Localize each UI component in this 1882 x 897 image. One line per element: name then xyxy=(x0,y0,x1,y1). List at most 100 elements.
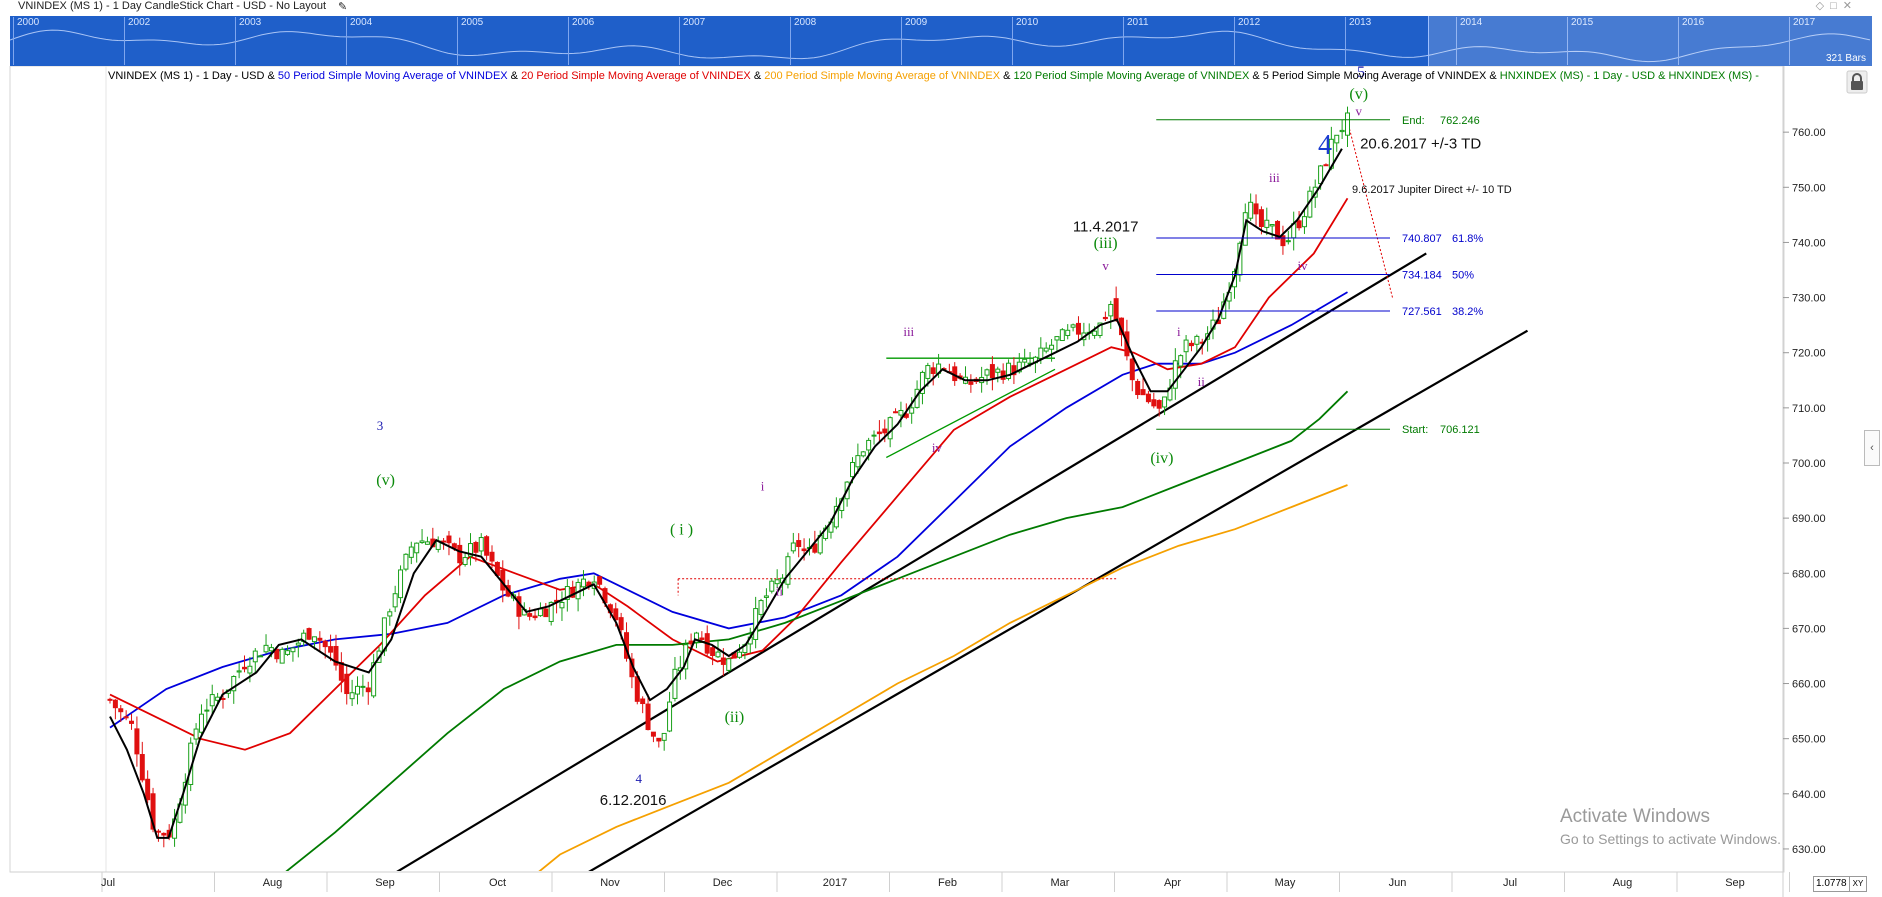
candle-body xyxy=(995,368,1001,373)
candle-body xyxy=(478,537,484,552)
fib-level-value: 61.8% xyxy=(1452,233,1483,245)
candle-body xyxy=(306,628,312,640)
candle-body xyxy=(1248,201,1254,219)
candle-body xyxy=(1113,298,1119,321)
candle-body xyxy=(344,673,350,695)
legend-entry: 200 Period Simple Moving Average of VNIN… xyxy=(764,70,1001,82)
candle-body xyxy=(236,670,242,673)
x-tick-label: Sep xyxy=(375,877,395,889)
candle-body xyxy=(317,637,323,641)
candle-body xyxy=(656,737,662,742)
candle-body xyxy=(1275,220,1281,240)
edit-pencil-icon[interactable]: ✎ xyxy=(338,1,348,13)
candle-body xyxy=(268,647,274,652)
overview-year-label: 2014 xyxy=(1456,17,1482,65)
y-tick-label: 630.00 xyxy=(1792,844,1826,856)
candle-body xyxy=(360,685,366,688)
candle-body xyxy=(726,658,732,671)
candle-body xyxy=(527,613,533,617)
candle-body xyxy=(925,365,931,379)
overview-navigator[interactable]: 2000 2002 2003 2004 2005 2006 2007 2008 2009 2010… xyxy=(10,16,1872,66)
wave-annotation: ( i ) xyxy=(670,522,693,539)
candle-body xyxy=(155,830,161,833)
window-controls[interactable]: ◇□✕ xyxy=(1815,0,1858,12)
candle-body xyxy=(295,642,301,646)
overview-year-label: 2008 xyxy=(790,17,816,65)
overview-year-label: 2005 xyxy=(457,17,483,65)
candle-body xyxy=(737,651,743,658)
x-tick-label: Aug xyxy=(1613,877,1633,889)
overview-year-label: 2010 xyxy=(1012,17,1038,65)
fib-level-name: Start: xyxy=(1402,424,1428,436)
candle-body xyxy=(252,650,258,663)
y-tick-label: 710.00 xyxy=(1792,403,1826,415)
candle-body xyxy=(134,728,140,755)
candle-body xyxy=(403,553,409,570)
candle-body xyxy=(532,615,538,619)
candle-body xyxy=(1054,336,1060,341)
collapse-panel-chevron-icon[interactable]: ‹ xyxy=(1864,430,1880,466)
fib-level-value: 706.121 xyxy=(1440,424,1480,436)
legend-entry: & xyxy=(507,70,522,82)
wave-annotation: i xyxy=(1177,324,1181,339)
overview-year-label: 2002 xyxy=(124,17,150,65)
candle-body xyxy=(457,544,463,564)
wave-annotation: v xyxy=(1356,104,1363,119)
price-chart[interactable]: 630.00 640.00 650.00 660.00 670.00 680.00 690.… xyxy=(0,66,1882,897)
candle-body xyxy=(580,578,586,588)
candle-body xyxy=(1296,220,1302,229)
candle-body xyxy=(909,407,915,414)
candle-body xyxy=(537,608,543,617)
candle-body xyxy=(887,417,893,440)
candle-body xyxy=(785,556,791,585)
candle-body xyxy=(1129,358,1135,381)
candle-body xyxy=(333,645,339,666)
wave-annotation: (v) xyxy=(1349,86,1368,103)
xy-toggle-button[interactable]: XY xyxy=(1849,877,1866,891)
candle-body xyxy=(1011,365,1017,376)
candle-body xyxy=(758,600,764,615)
wave-annotation: 11.4.2017 xyxy=(1073,218,1139,235)
candle-body xyxy=(1108,303,1114,317)
candle-body xyxy=(1264,219,1270,228)
candle-body xyxy=(1092,330,1098,336)
candle-body xyxy=(1253,203,1259,215)
overview-year-label: 2016 xyxy=(1678,17,1704,65)
candle-body xyxy=(710,647,716,657)
candle-body xyxy=(1280,235,1286,247)
y-tick-label: 730.00 xyxy=(1792,293,1826,305)
candle-body xyxy=(441,540,447,543)
x-tick-label: Jul xyxy=(1503,877,1517,889)
candle-body xyxy=(672,668,678,699)
candle-body xyxy=(1145,393,1151,403)
candle-body xyxy=(1140,389,1146,396)
candle-body xyxy=(387,611,393,617)
candle-body xyxy=(667,701,673,732)
candle-body xyxy=(559,602,565,609)
series-line xyxy=(285,390,1349,871)
legend-entry: 20 Period Simple Moving Average of VNIND… xyxy=(521,70,751,82)
zoom-field[interactable]: 1.0778 XY xyxy=(1813,876,1867,892)
candle-body xyxy=(328,646,334,653)
fib-level-value: 50% xyxy=(1452,270,1474,282)
wave-annotation: 3 xyxy=(377,418,384,433)
candle-body xyxy=(645,703,651,731)
candle-body xyxy=(564,586,570,600)
fib-level-value: 38.2% xyxy=(1452,306,1483,318)
candle-body xyxy=(855,455,861,468)
y-tick-label: 670.00 xyxy=(1792,623,1826,635)
candle-body xyxy=(548,601,554,622)
lock-icon[interactable] xyxy=(1846,70,1868,94)
candle-body xyxy=(1269,224,1275,227)
overview-selection-window[interactable] xyxy=(1428,16,1872,66)
x-tick-label: Mar xyxy=(1051,877,1070,889)
candle-body xyxy=(1339,129,1345,133)
candle-body xyxy=(118,708,124,713)
candle-body xyxy=(161,832,167,836)
candle-body xyxy=(446,535,452,544)
overview-year-label: 2003 xyxy=(235,17,261,65)
candle-body xyxy=(204,709,210,712)
candle-body xyxy=(1022,358,1028,363)
overview-sparkline xyxy=(10,29,1871,63)
candle-body xyxy=(1301,216,1307,228)
